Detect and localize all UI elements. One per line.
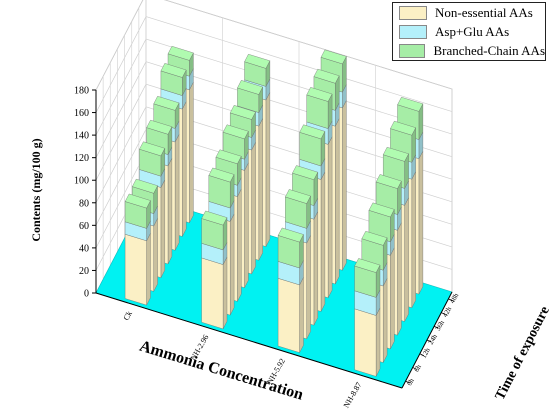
bar-Ck-36h-s0-side	[174, 134, 180, 251]
bar-Ck-36h-s2-top	[153, 95, 180, 111]
bar-Ck-6h-s0-side	[153, 218, 158, 292]
z-axis-label: Time of exposure	[493, 304, 550, 403]
bar-NH-2.96-48h-s0-side	[265, 92, 271, 247]
bar-NH-2.96-42h-s2-top	[237, 80, 263, 95]
bar-NH-5.92-6h-s2-top	[285, 189, 311, 204]
z-tick	[441, 312, 446, 315]
x-axis-line	[95, 292, 403, 389]
gridline-y	[95, 0, 453, 91]
legend-item: Asp+Glu AAs	[393, 22, 545, 41]
bar-NH-8.87-6h-s0-side	[383, 278, 388, 363]
legend-item: Branched-Chain AAs	[393, 41, 545, 60]
bar-NH-2.96-36h-s2-top	[229, 105, 256, 120]
bar-NH-2.96-24h-s0-side	[244, 162, 249, 288]
z-tick	[419, 353, 425, 357]
bar-Ck-12h-s0-side	[160, 179, 165, 278]
bar-NH-8.87-48h-s0-side	[418, 151, 424, 295]
bar-NH-5.92-36h-s0-side	[327, 136, 333, 298]
y-tick-label: 20	[79, 266, 89, 277]
bar-Ck-6h-s2-top	[132, 178, 158, 194]
bar-NH-2.96-0h-s2-top	[201, 210, 228, 226]
bar-Ck-0h-s2-top	[124, 193, 151, 209]
z-tick	[412, 367, 417, 370]
bar-NH-8.87-6h-s2-top	[361, 230, 388, 246]
bar-NH-5.92-12h-s0-side	[313, 211, 318, 326]
y-tick-label: 40	[79, 243, 89, 254]
bar-NH-5.92-48h-s2-top	[320, 49, 347, 65]
bar-NH-2.96-0h-s0-front	[201, 257, 224, 330]
y-axis-label: Contents (mg/100 g)	[29, 138, 43, 241]
bar-Ck-12h-s2-top	[139, 141, 166, 157]
bar-NH-8.87-36h-s0-side	[404, 197, 409, 322]
y-tick-label: 60	[79, 221, 89, 232]
chart-legend: Non-essential AAs Asp+Glu AAs Branched-Cha…	[392, 2, 546, 61]
bar-NH-5.92-48h-s0-side	[342, 100, 347, 271]
bar-Ck-0h-s0-side	[146, 233, 151, 306]
z-tick	[426, 339, 432, 343]
z-tick	[433, 325, 439, 329]
legend-item: Non-essential AAs	[393, 3, 545, 22]
bar-Ck-48h-s2-top	[167, 45, 194, 61]
bar-Ck-0h-s0-front	[124, 233, 147, 306]
legend-swatch	[399, 43, 426, 58]
bar-NH-5.92-42h-s0-side	[335, 118, 340, 285]
x-tick-label: NH-8.87	[342, 381, 364, 410]
y-tick-label: 140	[74, 131, 89, 142]
y-tick-label: 0	[84, 289, 89, 300]
chart-axes	[92, 89, 453, 389]
bar-NH-2.96-6h-s2-top	[208, 167, 235, 183]
bar-Ck-24h-s0-side	[167, 158, 173, 265]
y-tick-label: 120	[74, 153, 89, 164]
bar-NH-8.87-12h-s2-top	[368, 202, 395, 218]
y-tick-label: 160	[74, 108, 89, 119]
bar-NH-2.96-48h-s2-top	[244, 53, 271, 69]
z-tick-label: 6h	[413, 363, 424, 373]
bar-NH-5.92-24h-s2-top	[299, 124, 326, 140]
bar-Ck-24h-s2-top	[146, 119, 173, 135]
bar-Ck-42h-s0-side	[182, 101, 187, 237]
z-tick-label: 0h	[405, 377, 416, 387]
bar-NH-2.96-36h-s0-side	[251, 142, 256, 275]
bar-NH-8.87-0h-s2-top	[354, 258, 381, 273]
bar-NH-5.92-6h-s0-side	[306, 235, 311, 339]
x-tick-label: Ck	[122, 309, 134, 322]
legend-label: Non-essential AAs	[435, 4, 533, 20]
y-tick-label: 180	[74, 86, 89, 97]
y-tick-label: 100	[74, 176, 89, 187]
bar-NH-2.96-12h-s2-top	[215, 149, 242, 165]
bar-NH-5.92-0h-s0-front	[277, 278, 300, 353]
bar-NH-5.92-36h-s2-top	[306, 87, 333, 102]
bar-NH-8.87-24h-s0-side	[397, 222, 402, 336]
bar-NH-5.92-12h-s2-top	[292, 165, 319, 180]
bar-NH-2.96-24h-s2-top	[222, 124, 249, 140]
z-tick	[448, 298, 453, 302]
bar-NH-2.96-0h-s0-side	[222, 256, 228, 329]
bar-NH-8.87-36h-s2-top	[382, 146, 409, 162]
legend-label: Branched-Chain AAs	[433, 42, 545, 58]
bar-NH-8.87-0h-s0-side	[375, 307, 381, 377]
bar-NH-2.96-12h-s0-side	[237, 188, 242, 302]
bar-NH-8.87-24h-s2-top	[375, 174, 402, 189]
bar-NH-5.92-0h-s0-side	[299, 277, 304, 353]
bar-NH-8.87-42h-s2-top	[390, 120, 416, 136]
bar-NH-8.87-42h-s0-side	[411, 171, 416, 308]
bar-NH-8.87-12h-s0-side	[390, 247, 395, 349]
bar-Ck-48h-s0-side	[189, 82, 194, 223]
bar-NH-2.96-42h-s0-side	[258, 118, 263, 261]
z-tick	[405, 380, 410, 384]
y-tick-label: 80	[79, 198, 89, 209]
bar-NH-5.92-0h-s2-top	[277, 227, 304, 243]
bar-NH-2.96-6h-s0-side	[230, 213, 235, 316]
bar-NH-5.92-24h-s0-side	[320, 171, 326, 312]
bar-Ck-42h-s2-top	[160, 63, 187, 78]
bar-NH-5.92-42h-s2-top	[313, 68, 340, 84]
bar-NH-8.87-48h-s2-top	[397, 96, 424, 112]
legend-swatch	[399, 24, 427, 39]
legend-swatch	[399, 5, 427, 20]
bar-NH-8.87-0h-s0-front	[354, 308, 377, 377]
legend-label: Asp+Glu AAs	[435, 23, 510, 39]
chart-bars	[124, 45, 424, 377]
